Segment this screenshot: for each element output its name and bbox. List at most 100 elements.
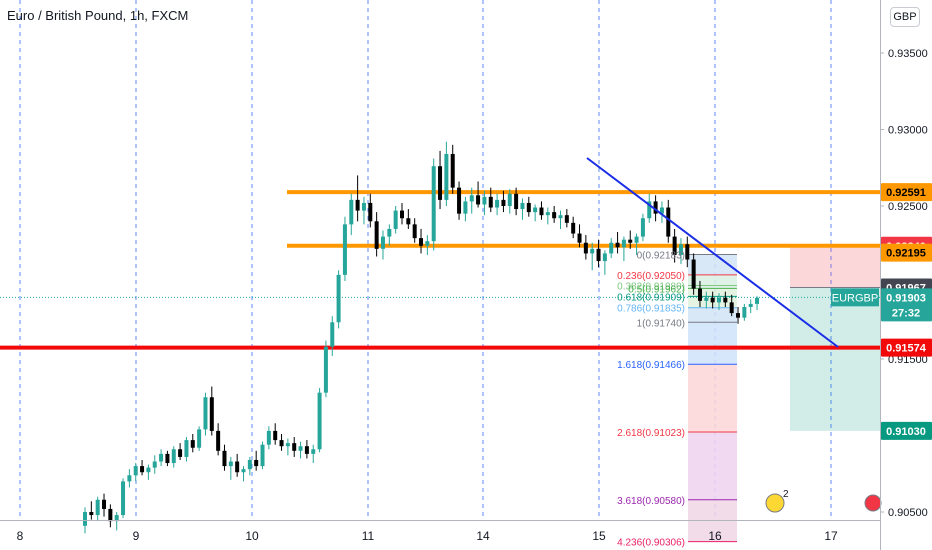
price-label: 0.92195 bbox=[886, 248, 926, 260]
fib-label: 3.618(0.90580) bbox=[617, 496, 685, 507]
x-tick-label: 10 bbox=[245, 529, 259, 543]
price-label-box bbox=[881, 338, 932, 357]
candle-body bbox=[691, 259, 696, 289]
candle-body bbox=[640, 218, 645, 237]
candle-body bbox=[260, 444, 265, 467]
price-label: 0.91903 bbox=[886, 292, 926, 304]
candle-body bbox=[266, 430, 271, 445]
candle-body bbox=[102, 499, 107, 509]
y-tick-label: 0.91500 bbox=[888, 354, 928, 366]
candle-body bbox=[450, 153, 455, 188]
candle-body bbox=[89, 512, 94, 516]
candle-body bbox=[311, 449, 316, 454]
candle-body bbox=[736, 313, 741, 318]
candle-body bbox=[571, 222, 576, 234]
candle-body bbox=[590, 248, 595, 254]
candle-body bbox=[190, 440, 195, 448]
candle-body bbox=[178, 449, 183, 457]
fib-label: 0.236(0.92050) bbox=[617, 271, 685, 282]
currency-badge[interactable]: GBP bbox=[890, 7, 920, 27]
candle-body bbox=[171, 449, 176, 464]
candle-body bbox=[577, 233, 582, 243]
candle-body bbox=[520, 202, 525, 210]
candle-body bbox=[615, 242, 620, 248]
candle-body bbox=[159, 453, 164, 462]
candle-body bbox=[742, 306, 747, 318]
candle-body bbox=[659, 207, 664, 214]
candle-body bbox=[146, 467, 151, 473]
candle-body bbox=[501, 199, 506, 206]
overlays: 0(0.92183)0.236(0.92050)0.382(0.91980)0.… bbox=[586, 157, 882, 549]
candle-body bbox=[152, 461, 157, 468]
fib-label: 0(0.92183) bbox=[637, 251, 685, 262]
candle-body bbox=[273, 430, 278, 441]
x-tick-label: 11 bbox=[362, 529, 375, 543]
level-lines bbox=[0, 190, 880, 350]
y-tick-label: 0.93000 bbox=[888, 125, 928, 137]
trendline bbox=[586, 157, 839, 348]
candle-body bbox=[596, 248, 601, 262]
candle-body bbox=[431, 166, 436, 242]
candle-body bbox=[476, 195, 481, 205]
candle-body bbox=[685, 244, 690, 260]
fib-zone bbox=[688, 431, 737, 500]
chart-title: Euro / British Pound, 1h, FXCM bbox=[7, 8, 189, 23]
price-label: 0.91574 bbox=[886, 343, 927, 355]
candle-body bbox=[184, 440, 189, 457]
candle-body bbox=[647, 201, 652, 219]
candle-body bbox=[203, 397, 208, 430]
candle-body bbox=[330, 322, 335, 347]
candle-body bbox=[533, 207, 538, 213]
candle-body bbox=[121, 481, 126, 516]
candles bbox=[83, 141, 760, 534]
fib-label: 0.618(0.91909) bbox=[617, 292, 685, 303]
candle-body bbox=[678, 244, 683, 255]
candle-body bbox=[526, 202, 531, 213]
candle-body bbox=[755, 297, 760, 304]
candle-body bbox=[323, 346, 328, 393]
candle-body bbox=[374, 221, 379, 249]
position-and-fib-zones bbox=[688, 245, 880, 543]
candle-body bbox=[406, 218, 411, 225]
candle-body bbox=[704, 297, 709, 301]
candle-body bbox=[628, 239, 633, 243]
candle-body bbox=[672, 236, 677, 255]
fib-label: 4.236(0.90306) bbox=[617, 538, 685, 549]
candle-body bbox=[412, 224, 417, 239]
price-label: 27:32 bbox=[892, 307, 920, 319]
price-label: 0.91030 bbox=[886, 426, 926, 438]
candle-body bbox=[254, 459, 259, 467]
position-target-zone bbox=[790, 287, 880, 431]
candle-body bbox=[285, 443, 290, 447]
fib-zone bbox=[688, 254, 737, 275]
flag-icon bbox=[864, 494, 882, 512]
x-tick-label: 16 bbox=[708, 529, 722, 543]
price-label-box bbox=[881, 243, 932, 262]
candle-body bbox=[380, 236, 385, 249]
symbol-label-box bbox=[831, 288, 879, 307]
fib-label: 2.618(0.91023) bbox=[617, 428, 685, 439]
candle-body bbox=[165, 453, 170, 464]
candle-body bbox=[197, 429, 202, 448]
fib-zone bbox=[688, 285, 737, 289]
x-tick-label: 14 bbox=[476, 529, 490, 543]
candle-body bbox=[621, 239, 626, 248]
candle-body bbox=[717, 297, 721, 303]
candle-body bbox=[438, 166, 443, 200]
candle-body bbox=[514, 193, 519, 210]
symbol-label: EURGBP bbox=[832, 292, 878, 304]
price-label-box bbox=[881, 303, 932, 322]
candle-body bbox=[425, 241, 430, 246]
candle-body bbox=[507, 193, 512, 206]
candle-body bbox=[729, 302, 734, 314]
candle-body bbox=[488, 196, 493, 208]
candle-body bbox=[539, 207, 544, 216]
candle-body bbox=[241, 469, 246, 473]
candle-body bbox=[419, 238, 424, 246]
events-count: 2 bbox=[783, 489, 789, 500]
candle-body bbox=[368, 202, 373, 222]
candle-body bbox=[444, 153, 449, 200]
